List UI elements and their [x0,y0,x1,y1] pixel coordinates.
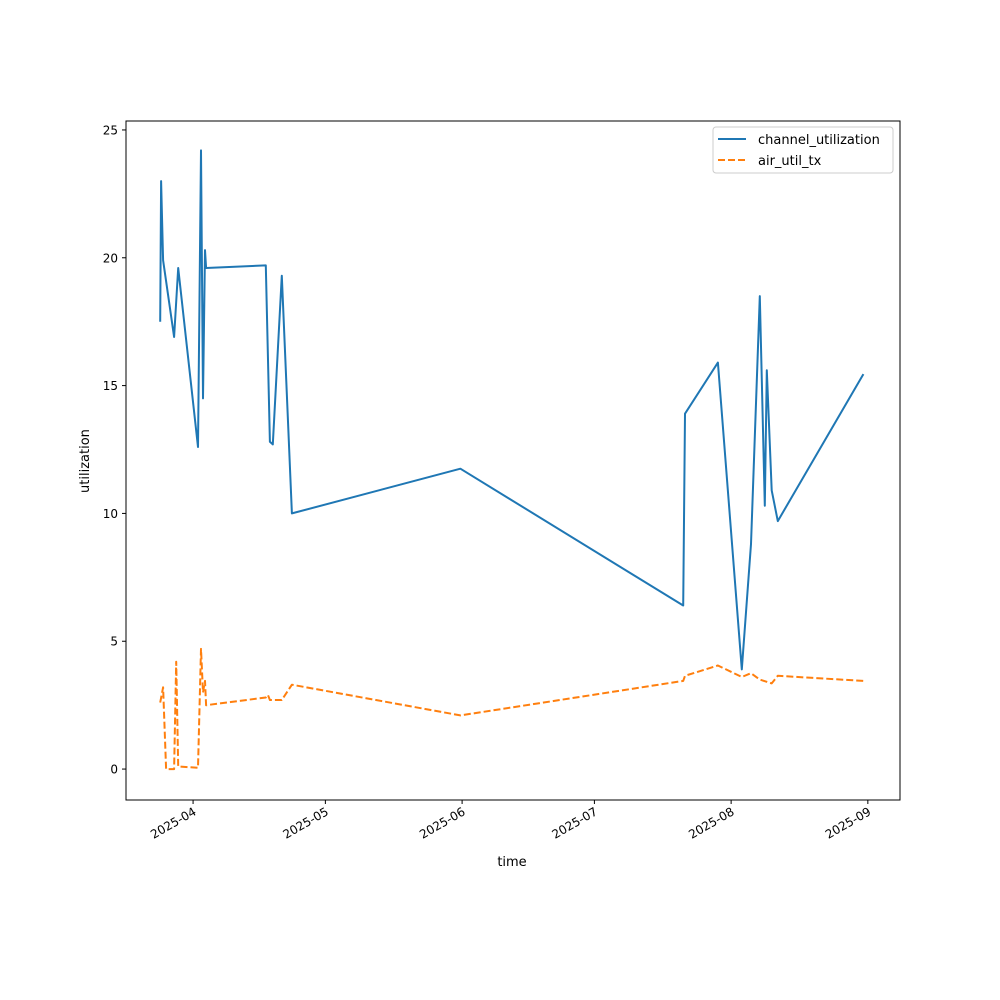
series-layer [159,149,865,771]
y-tick-label: 15 [103,379,118,393]
series-line-air-util-tx [159,647,864,771]
legend-label-air-util-tx: air_util_tx [758,154,822,169]
y-tick-label: 25 [103,123,118,137]
legend-label-channel-utilization: channel_utilization [758,133,880,148]
y-tick-label: 5 [110,635,118,649]
series-line-channel-utilization [159,149,865,671]
x-axis-label: time [497,855,526,870]
legend-box [712,126,894,174]
y-axis-label: utilization [78,429,93,493]
y-tick-label: 10 [103,507,118,521]
axes-frame [125,120,901,801]
y-axis: 0 5 10 15 20 25 [103,123,126,777]
y-tick-label: 0 [110,763,118,777]
legend: channel_utilization air_util_tx [712,126,894,174]
y-tick-label: 20 [103,251,118,265]
